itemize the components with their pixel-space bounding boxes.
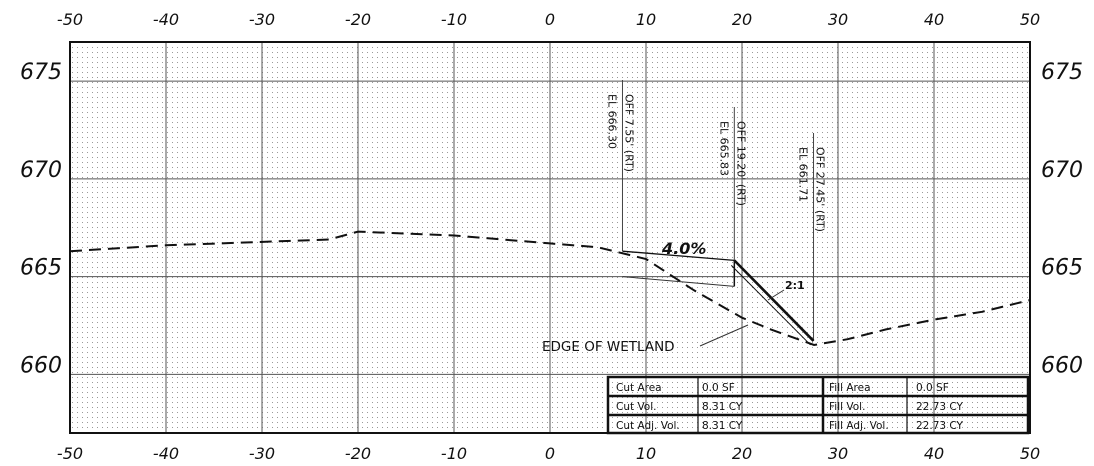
left-elevation-tick-label: 670 xyxy=(20,158,62,183)
side-slope-line xyxy=(733,259,815,342)
bottom-offset-tick-label: 50 xyxy=(1020,444,1040,463)
right-elevation-tick-label: 675 xyxy=(1041,60,1083,85)
left-elevation-axis: 660 665 670 675 xyxy=(20,60,62,378)
cut-quantity-value: 8.31 CY xyxy=(702,401,743,413)
bottom-offset-tick-label: 40 xyxy=(924,444,944,463)
cross-slope-line xyxy=(622,250,735,262)
proposed-grade xyxy=(622,250,815,346)
bottom-offset-tick-label: -30 xyxy=(249,444,275,463)
right-elevation-tick-label: 670 xyxy=(1041,158,1083,183)
side-slope-leader xyxy=(767,289,785,301)
right-elevation-tick-label: 665 xyxy=(1041,256,1083,281)
top-offset-tick-label: -40 xyxy=(153,10,179,29)
right-elevation-tick-label: 660 xyxy=(1041,353,1083,378)
cut-quantity-label: Cut Vol. xyxy=(616,401,657,413)
callout-offset-label: OFF 7.55' (RT) xyxy=(622,94,635,172)
fill-quantity-label: Fill Vol. xyxy=(829,401,865,413)
bottom-offset-tick-label: -50 xyxy=(57,444,83,463)
quantities-table: Cut Area 0.0 SF Fill Area 0.0 SF Cut Vol. 8.3… xyxy=(606,375,1030,435)
fill-quantity-value: 22.73 CY xyxy=(916,420,964,432)
side-slope-label: 2:1 xyxy=(785,279,805,292)
right-elevation-axis: 660 665 670 675 xyxy=(1041,60,1083,378)
callout-elevation-label: EL 661.71 xyxy=(797,147,810,202)
bottom-offset-tick-label: -10 xyxy=(441,444,467,463)
left-elevation-tick-label: 675 xyxy=(20,60,62,85)
callout-elevation-label: EL 665.83 xyxy=(717,121,730,176)
top-offset-tick-label: 50 xyxy=(1020,10,1040,29)
station-callouts: OFF 7.55' (RT) EL 666.30 OFF 19.20' (RT) EL… xyxy=(605,80,827,341)
edge-of-wetland-label: EDGE OF WETLAND xyxy=(542,339,675,355)
fill-quantity-label: Fill Adj. Vol. xyxy=(829,420,889,432)
bottom-offset-tick-label: 10 xyxy=(636,444,656,463)
plot-border xyxy=(69,41,1031,434)
top-offset-tick-label: 40 xyxy=(924,10,944,29)
bottom-offset-tick-label: 0 xyxy=(545,444,555,463)
top-offset-tick-label: -10 xyxy=(441,10,467,29)
wetland-leader xyxy=(699,324,749,347)
callout-elevation-label: EL 666.30 xyxy=(605,94,618,149)
fill-quantity-label: Fill Area xyxy=(829,382,871,394)
left-elevation-tick-label: 665 xyxy=(20,256,62,281)
cut-quantity-value: 0.0 SF xyxy=(702,382,735,394)
callout-offset-label: OFF 19.20' (RT) xyxy=(734,121,747,206)
bottom-offset-axis: -50 -40 -30 -20 -10 0 10 20 30 40 50 xyxy=(57,444,1040,463)
top-offset-axis: -50 -40 -30 -20 -10 0 10 20 30 40 50 xyxy=(57,10,1040,29)
bottom-offset-tick-label: 20 xyxy=(732,444,752,463)
left-elevation-tick-label: 660 xyxy=(20,353,62,378)
top-offset-tick-label: 0 xyxy=(545,10,555,29)
fill-quantity-value: 22.73 CY xyxy=(916,401,964,413)
top-offset-tick-label: -50 xyxy=(57,10,83,29)
bottom-offset-tick-label: -20 xyxy=(345,444,371,463)
cut-quantity-label: Cut Adj. Vol. xyxy=(616,420,680,432)
side-slope-inner-line xyxy=(730,265,811,346)
existing-ground-line xyxy=(69,230,1031,347)
cross-slope-label: 4.0% xyxy=(661,239,706,258)
subgrade-line xyxy=(622,276,735,287)
fill-quantity-value: 0.0 SF xyxy=(916,382,949,394)
cut-quantity-value: 8.31 CY xyxy=(702,420,743,432)
top-offset-tick-label: -30 xyxy=(249,10,275,29)
top-offset-tick-label: 20 xyxy=(732,10,752,29)
callout-offset-label: OFF 27.45' (RT) xyxy=(814,147,827,232)
top-offset-tick-label: -20 xyxy=(345,10,371,29)
cut-quantity-label: Cut Area xyxy=(616,382,662,394)
bottom-offset-tick-label: -40 xyxy=(153,444,179,463)
bottom-offset-tick-label: 30 xyxy=(828,444,848,463)
top-offset-tick-label: 10 xyxy=(636,10,656,29)
top-offset-tick-label: 30 xyxy=(828,10,848,29)
